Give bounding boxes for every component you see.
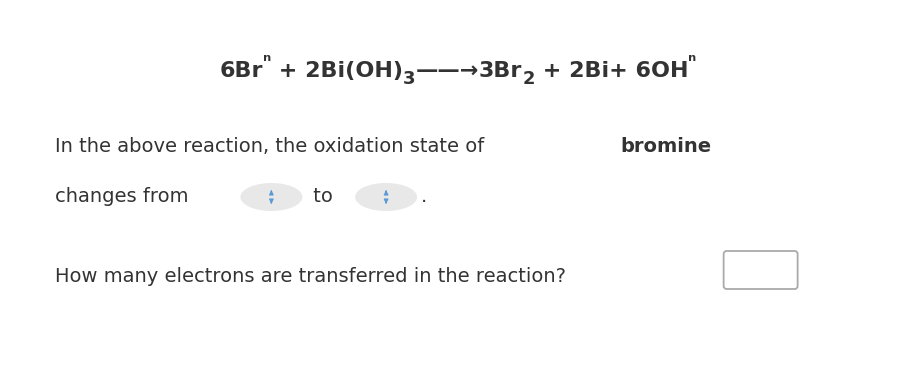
- Text: In the above reaction, the oxidation state of: In the above reaction, the oxidation sta…: [55, 137, 490, 156]
- Text: .: .: [421, 187, 428, 206]
- Text: 2: 2: [522, 70, 535, 88]
- Text: ⁿ: ⁿ: [263, 53, 271, 71]
- Text: 3: 3: [403, 70, 416, 88]
- Text: 3Br: 3Br: [479, 61, 522, 81]
- Text: ——→: ——→: [416, 61, 479, 81]
- Text: 6Br: 6Br: [219, 61, 263, 81]
- FancyBboxPatch shape: [724, 251, 798, 289]
- Text: + 2Bi+ 6OH: + 2Bi+ 6OH: [535, 61, 689, 81]
- Text: changes from: changes from: [55, 187, 189, 206]
- Ellipse shape: [240, 183, 302, 211]
- Ellipse shape: [355, 183, 417, 211]
- Text: bromine: bromine: [620, 137, 712, 156]
- Text: How many electrons are transferred in the reaction?: How many electrons are transferred in th…: [55, 267, 566, 286]
- Text: ⁿ: ⁿ: [689, 53, 697, 71]
- Text: to: to: [308, 187, 340, 206]
- Text: + 2Bi(OH): + 2Bi(OH): [271, 61, 403, 81]
